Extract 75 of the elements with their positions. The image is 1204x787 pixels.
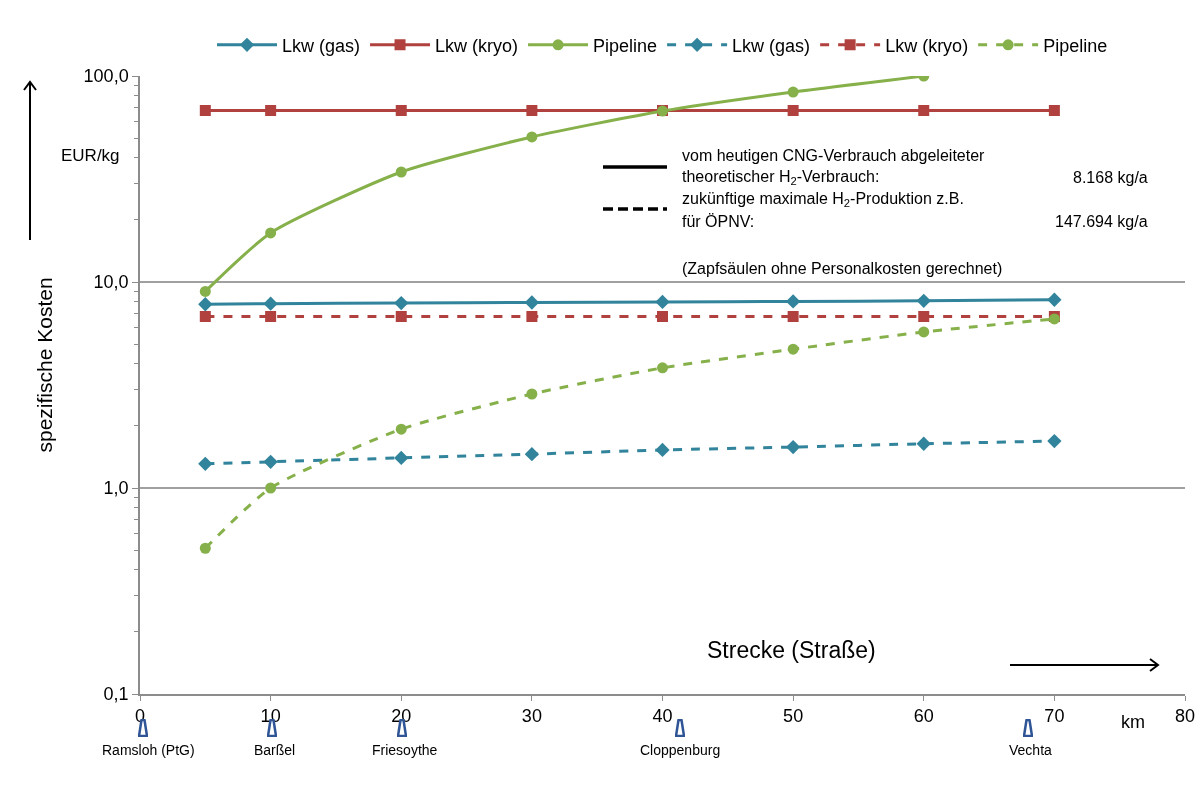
text: km [1121, 712, 1145, 732]
annotation: zukünftige maximale H$_{2}$-Produktion z.B. [682, 190, 964, 210]
legend-label: Lkw (gas) [282, 35, 361, 56]
point [787, 86, 799, 98]
point [395, 311, 407, 322]
x-axis-title: Strecke (Straße) [707, 637, 876, 663]
point [198, 456, 213, 471]
point [918, 311, 930, 322]
point [199, 542, 211, 554]
y-tick-label: 1,0 [103, 478, 129, 499]
point [395, 105, 407, 116]
text: Vechta [1009, 742, 1053, 758]
point [526, 388, 538, 400]
point [916, 293, 931, 308]
point [655, 442, 670, 458]
point [526, 105, 538, 116]
point [265, 227, 277, 239]
y-axis-title: spezifische Kosten [32, 277, 56, 453]
y-tick-label: 100,0 [83, 66, 129, 87]
point [526, 311, 538, 322]
legend-label: Lkw (kryo) [435, 35, 519, 56]
point [263, 454, 278, 469]
y-tick-label: 0,1 [103, 684, 129, 705]
point [918, 326, 930, 338]
point [655, 294, 670, 310]
x-tick-label: 30 [521, 706, 542, 727]
point [524, 446, 540, 462]
annotation: 8.168 kg/a [1073, 169, 1148, 186]
y-tick-label: 10,0 [93, 272, 129, 293]
point [1047, 292, 1062, 307]
point [785, 439, 801, 455]
point [394, 295, 409, 311]
point [394, 450, 409, 466]
point [916, 436, 931, 451]
point [395, 423, 407, 435]
point [265, 311, 277, 322]
x-tick-label: 60 [913, 706, 934, 727]
annotation: theoretischer H$_{2}$-Verbrauch: [682, 168, 880, 188]
text: Friesoythe [372, 742, 438, 758]
point [785, 294, 801, 309]
point [1047, 433, 1062, 449]
annotation: vom heutigen CNG-Verbrauch abgeleiteter [682, 147, 986, 164]
point [395, 166, 407, 178]
text: EUR/kg [61, 146, 120, 165]
point [265, 105, 277, 116]
point [657, 311, 668, 322]
text: Barßel [254, 742, 296, 758]
point [524, 295, 540, 310]
point [1048, 105, 1060, 116]
x-tick-label: 80 [1174, 706, 1196, 727]
legend-label: Pipeline [593, 35, 658, 56]
annotation: für ÖPNV: [682, 213, 755, 230]
legend-label: Lkw (kryo) [885, 35, 969, 56]
text: Ramsloh (PtG) [102, 742, 195, 758]
x-tick-label: 20 [391, 706, 412, 727]
text: Cloppenburg [640, 742, 721, 758]
point [787, 105, 799, 116]
point [265, 482, 277, 494]
x-tick-label: 40 [652, 706, 673, 727]
point [199, 311, 211, 322]
x-tick-label: 70 [1044, 706, 1065, 727]
annotation: (Zapfsäulen ohne Personalkosten gerechnet) [682, 260, 1003, 277]
x-tick-label: 50 [783, 706, 804, 727]
point [787, 311, 799, 322]
point [199, 285, 211, 297]
legend-label: Pipeline [1043, 35, 1108, 56]
point [199, 105, 211, 116]
point [918, 105, 930, 116]
legend-label: Lkw (gas) [732, 35, 811, 56]
point [263, 296, 278, 311]
point [657, 362, 668, 374]
point [198, 297, 213, 312]
point [787, 343, 799, 355]
annotation: 147.694 kg/a [1055, 213, 1148, 230]
point [526, 131, 538, 143]
